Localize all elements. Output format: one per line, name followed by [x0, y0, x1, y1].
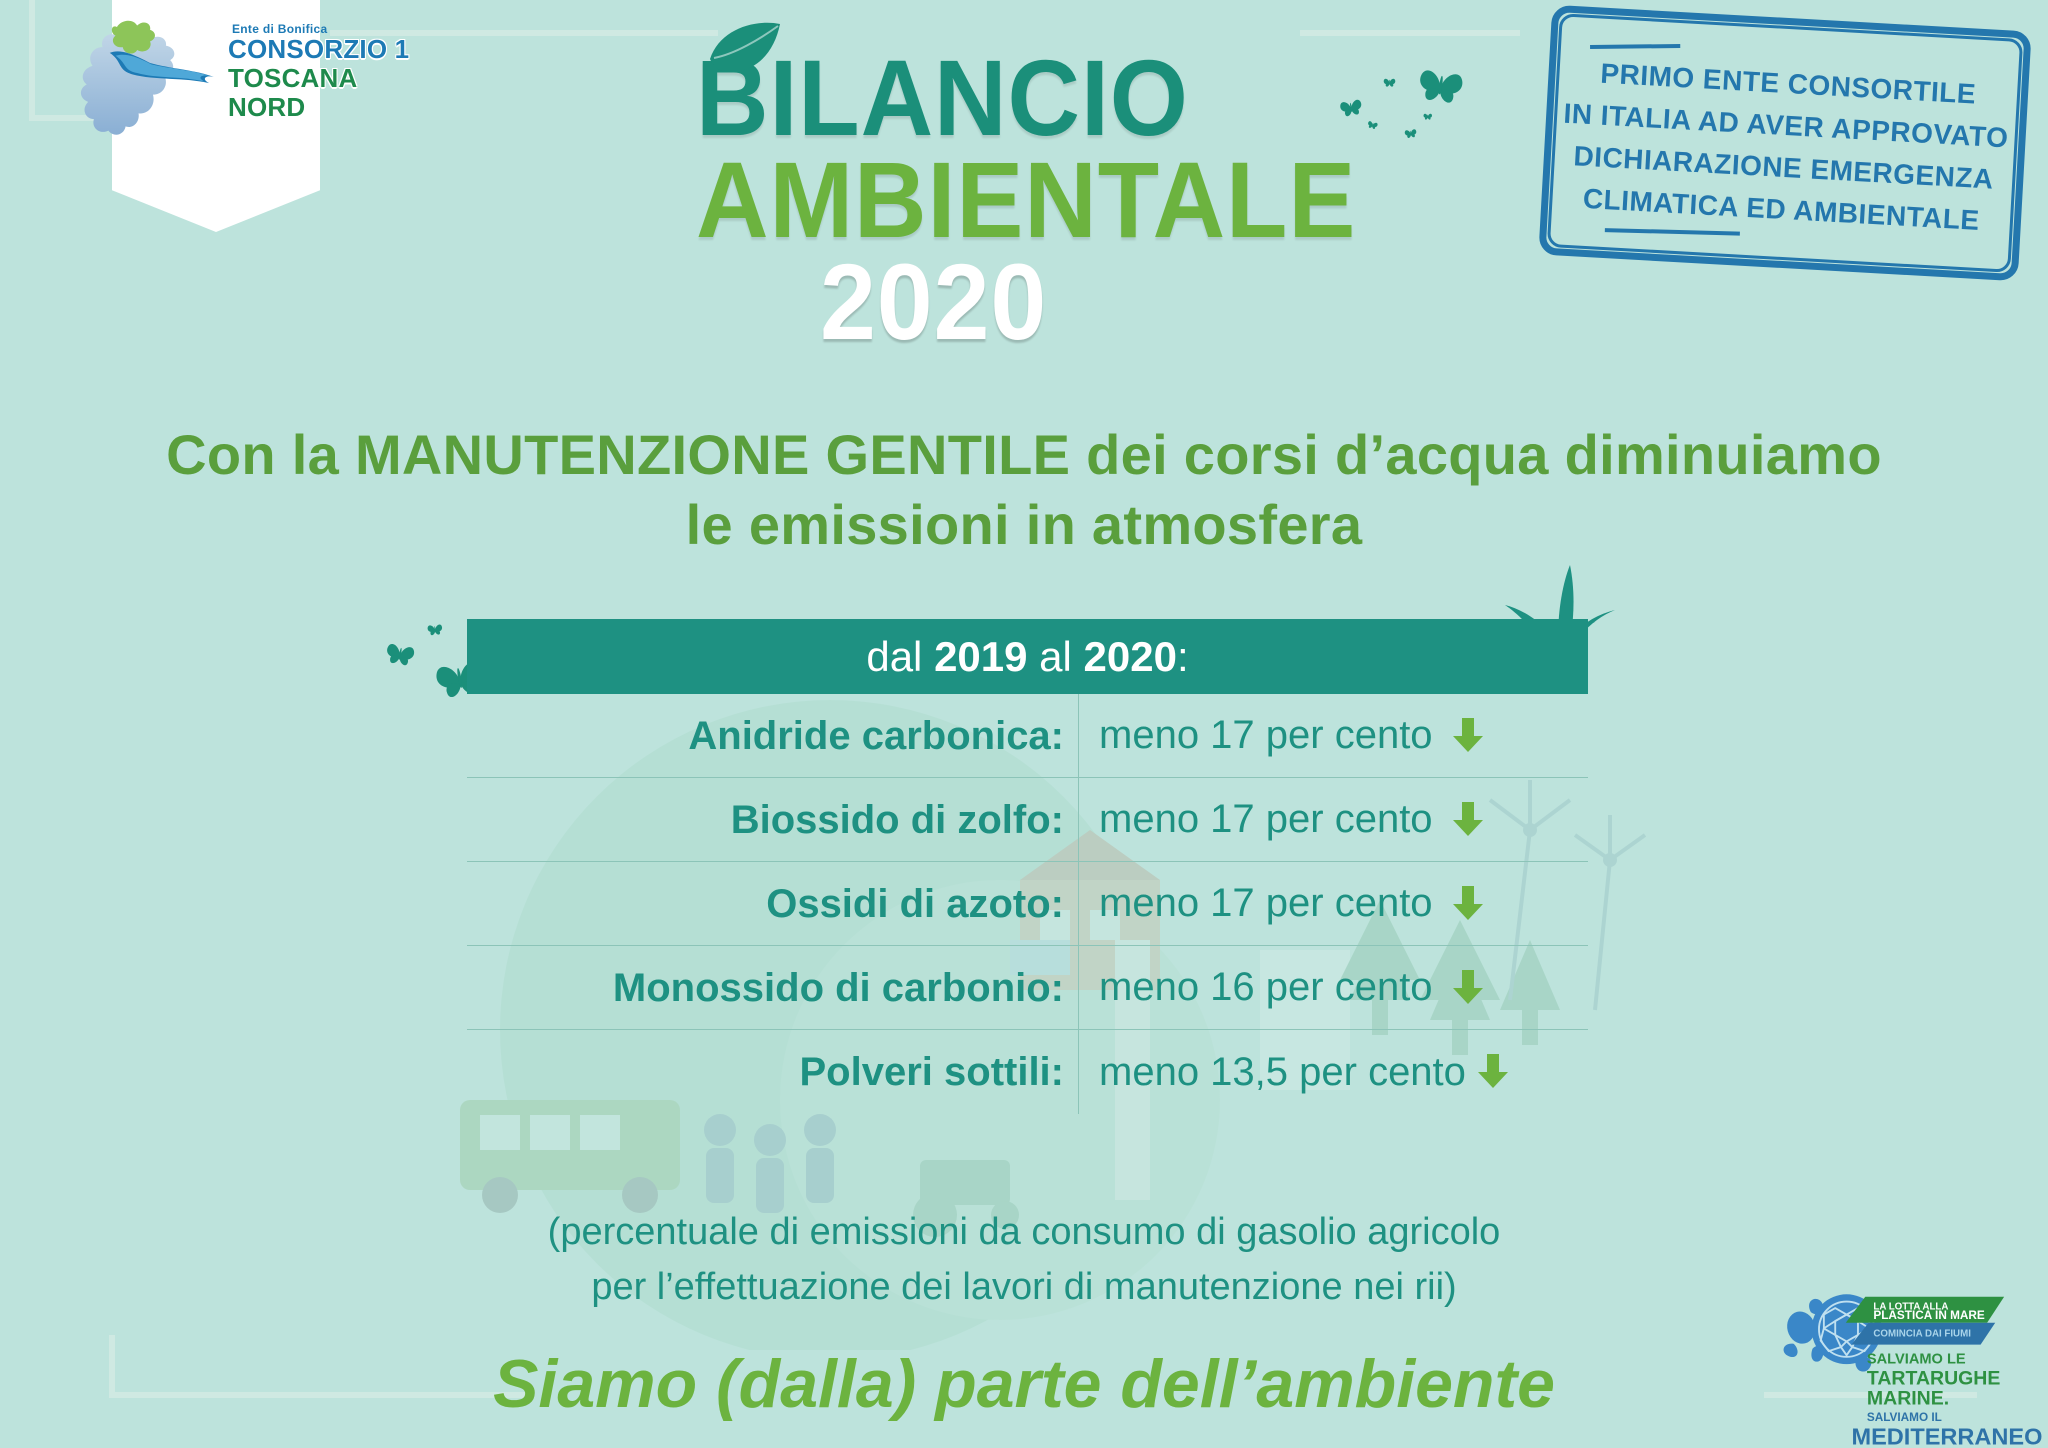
svg-text:MARINE.: MARINE.	[1867, 1388, 1949, 1410]
svg-text:COMINCIA DAI FIUMI: COMINCIA DAI FIUMI	[1873, 1329, 1971, 1340]
svg-text:PLASTICA IN MARE: PLASTICA IN MARE	[1873, 1309, 1984, 1322]
svg-text:TARTARUGHE: TARTARUGHE	[1867, 1367, 2001, 1389]
svg-text:SALVIAMO IL: SALVIAMO IL	[1867, 1411, 1942, 1424]
svg-text:SALVIAMO LE: SALVIAMO LE	[1867, 1351, 1966, 1367]
svg-text:MEDITERRANEO: MEDITERRANEO	[1851, 1424, 2042, 1448]
